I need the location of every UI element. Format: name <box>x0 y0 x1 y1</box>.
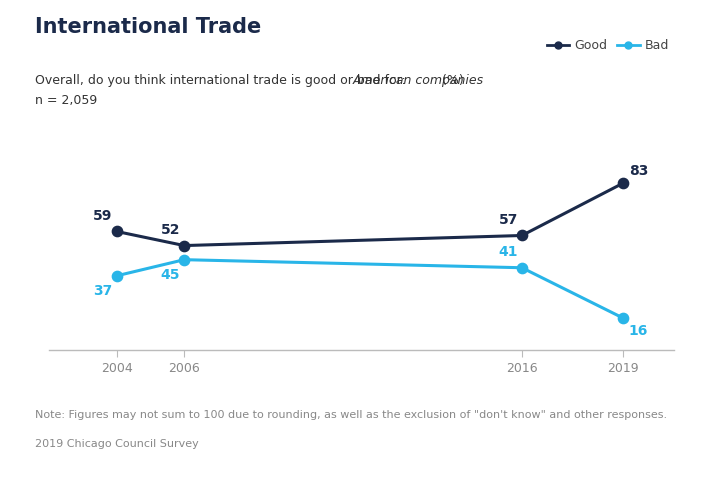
Text: 59: 59 <box>93 209 112 223</box>
Point <box>111 228 122 235</box>
Legend: Good, Bad: Good, Bad <box>541 34 674 57</box>
Point <box>517 232 528 240</box>
Text: (%): (%) <box>437 74 463 87</box>
Text: n = 2,059: n = 2,059 <box>35 94 98 107</box>
Text: 2019 Chicago Council Survey: 2019 Chicago Council Survey <box>35 439 199 449</box>
Text: 37: 37 <box>93 284 112 298</box>
Text: International Trade: International Trade <box>35 17 261 37</box>
Text: American companies: American companies <box>353 74 484 87</box>
Text: 41: 41 <box>498 245 518 259</box>
Point <box>618 179 629 187</box>
Point <box>178 242 190 250</box>
Point <box>517 264 528 272</box>
Point <box>618 314 629 322</box>
Text: 57: 57 <box>498 213 518 227</box>
Point <box>111 272 122 280</box>
Text: 45: 45 <box>161 268 180 282</box>
Text: 83: 83 <box>629 164 648 178</box>
Text: Note: Figures may not sum to 100 due to rounding, as well as the exclusion of "d: Note: Figures may not sum to 100 due to … <box>35 410 667 420</box>
Text: 16: 16 <box>629 324 648 338</box>
Text: 52: 52 <box>161 223 180 237</box>
Point <box>178 256 190 264</box>
Text: Overall, do you think international trade is good or bad for:: Overall, do you think international trad… <box>35 74 410 87</box>
